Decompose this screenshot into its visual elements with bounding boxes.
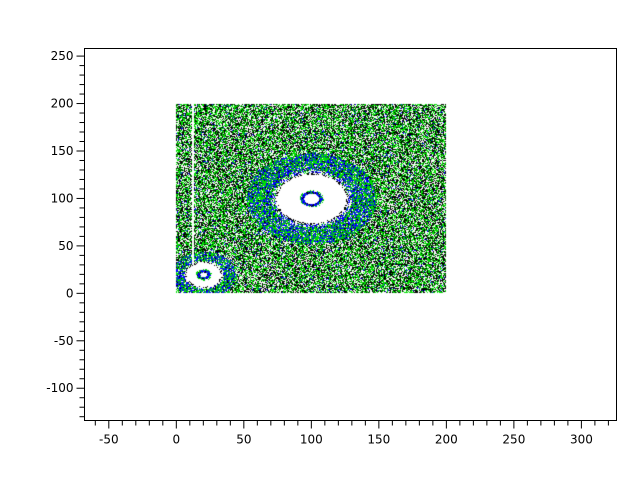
y-tick-label: 200 [51, 97, 74, 111]
x-tick-label: 300 [570, 433, 593, 447]
y-tick-label: -50 [54, 334, 74, 348]
y-tick-label: 50 [58, 239, 73, 253]
x-tick-label: 250 [502, 433, 525, 447]
x-tick-label: 50 [236, 433, 251, 447]
x-axis: -50 0 50 100 150 200 250 300 [94, 420, 609, 447]
x-tick-label: 100 [300, 433, 323, 447]
x-tick-label: 150 [367, 433, 390, 447]
y-axis: -100 -50 0 50 100 150 200 250 [46, 49, 85, 418]
y-tick-label: 100 [51, 191, 74, 205]
plot-frame [84, 48, 617, 421]
y-tick-label: -100 [46, 381, 73, 395]
y-tick-label: 250 [51, 49, 74, 63]
x-tick-label: 200 [435, 433, 458, 447]
y-tick-label: 0 [66, 286, 74, 300]
y-tick-label: 150 [51, 144, 74, 158]
x-tick-label: -50 [99, 433, 119, 447]
x-tick-label: 0 [172, 433, 180, 447]
